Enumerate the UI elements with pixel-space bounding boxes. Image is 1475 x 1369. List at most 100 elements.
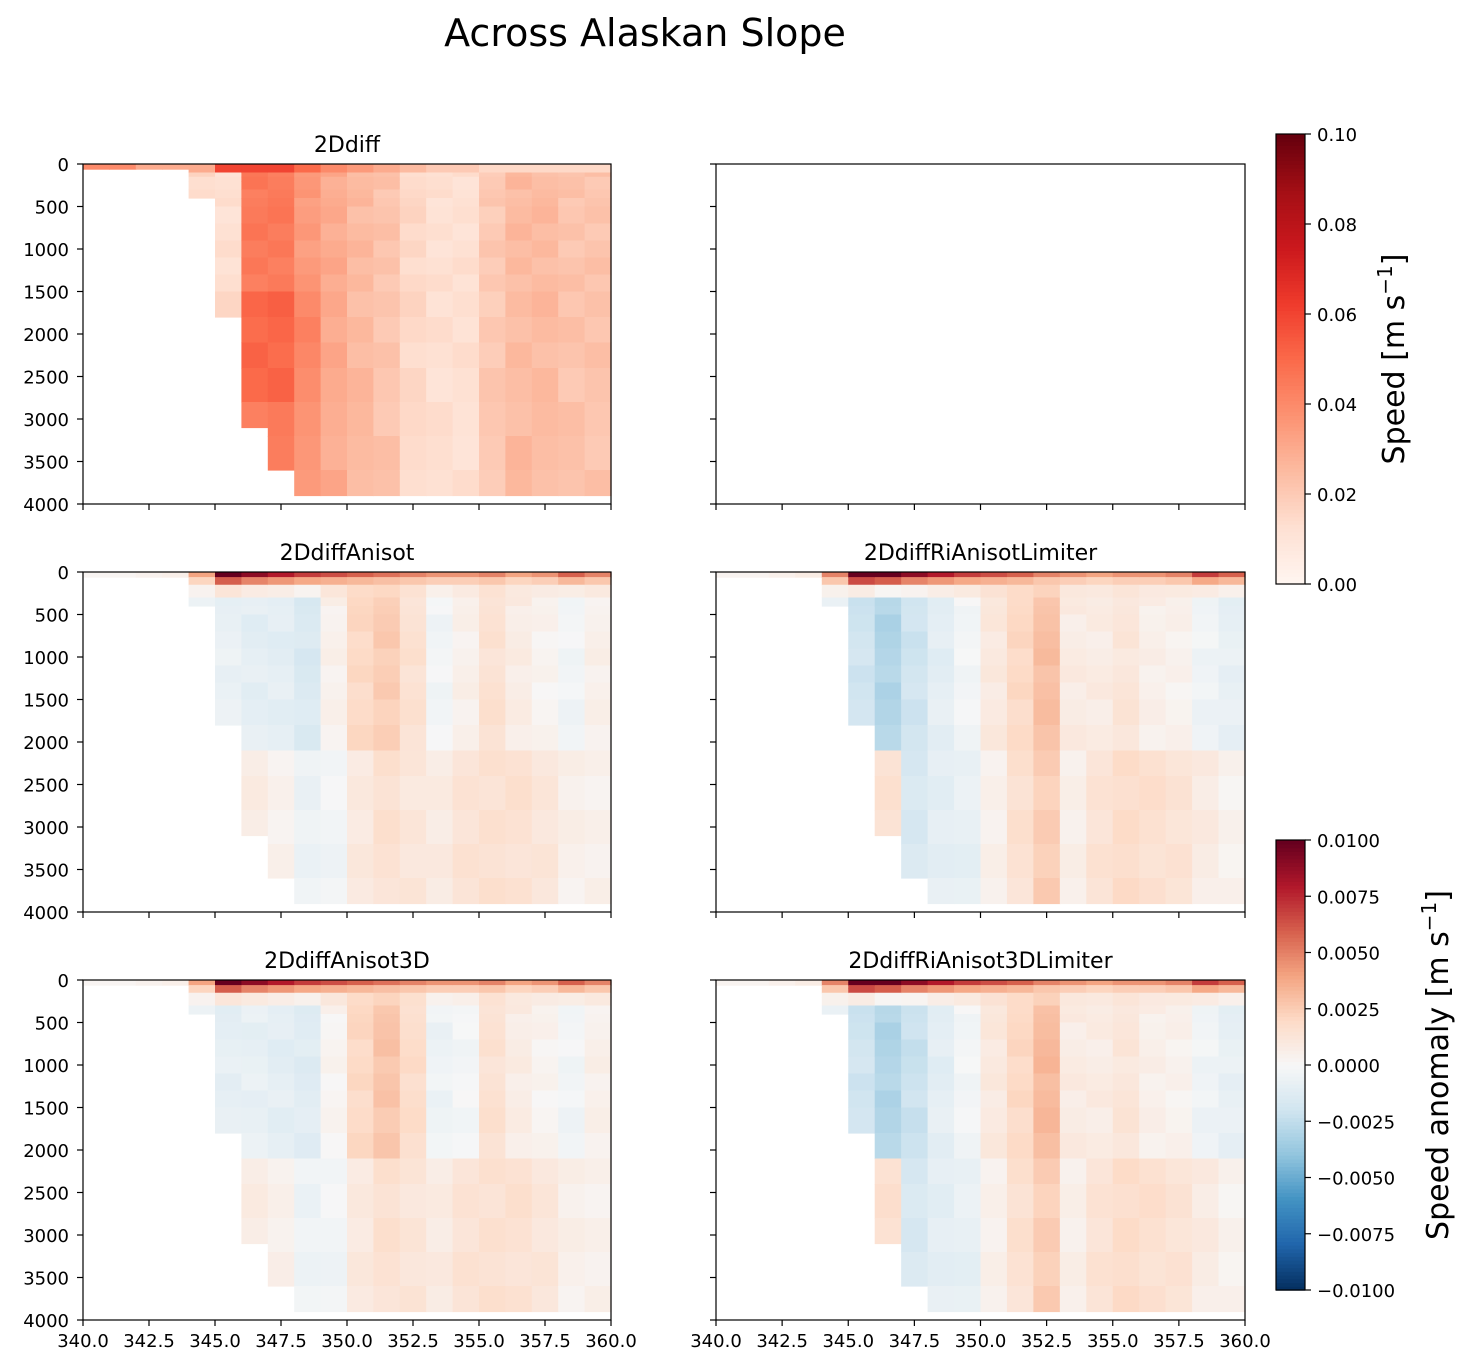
colorbar-swatch: [1276, 164, 1305, 169]
heatmap-cell: [901, 810, 929, 845]
colorbar-tick-label: 0.00: [1317, 575, 1357, 596]
heatmap-cell: [1139, 1005, 1167, 1015]
heatmap-cell: [848, 665, 876, 684]
heatmap-cell: [479, 725, 506, 752]
heatmap-cell: [505, 368, 533, 403]
heatmap-cell: [267, 291, 295, 318]
heatmap-cell: [558, 223, 586, 242]
heatmap-cell: [347, 1107, 374, 1134]
colorbar-swatch: [1276, 1158, 1305, 1164]
heatmap-cell: [531, 597, 559, 607]
heatmap-cell: [347, 699, 374, 726]
subplot-title: 2DdiffRiAnisot3DLimiter: [848, 949, 1113, 974]
heatmap-cell: [241, 648, 269, 667]
colorbar-swatch: [1276, 1027, 1305, 1032]
heatmap-cell: [426, 584, 454, 590]
heatmap-cell: [1218, 725, 1246, 752]
heatmap-cell: [1006, 810, 1034, 845]
y-tick-label: 1000: [23, 648, 69, 669]
heatmap-cell: [1192, 580, 1220, 586]
heatmap-cell: [294, 750, 322, 777]
heatmap-cell: [1139, 1286, 1167, 1313]
colorbar-swatch: [1276, 347, 1305, 353]
heatmap-cell: [426, 997, 454, 1007]
heatmap-cell: [531, 574, 559, 578]
heatmap-cell: [294, 342, 322, 369]
heatmap-cell: [980, 589, 1008, 599]
heatmap-cell: [426, 614, 454, 633]
colorbar-swatch: [1276, 885, 1305, 890]
colorbar-swatch: [1276, 851, 1305, 856]
heatmap-cell: [980, 1218, 1008, 1253]
heatmap-cell: [584, 614, 612, 633]
heatmap-cell: [1165, 648, 1193, 667]
heatmap-cell: [294, 291, 322, 318]
heatmap-cell: [426, 980, 454, 984]
heatmap-cell: [848, 1107, 876, 1134]
heatmap-cell: [1139, 580, 1167, 586]
heatmap-cell: [267, 172, 295, 178]
heatmap-cell: [1139, 1073, 1167, 1092]
heatmap-cell: [399, 1107, 427, 1134]
colorbar-swatch: [1276, 1110, 1305, 1115]
colorbar-swatch: [1276, 257, 1305, 263]
heatmap-cell: [399, 1218, 427, 1253]
heatmap-cell: [901, 1158, 929, 1185]
colorbar-swatch: [1276, 971, 1305, 976]
heatmap-cell: [452, 1252, 480, 1287]
colorbar-swatch: [1276, 1132, 1305, 1137]
heatmap-cell: [558, 470, 586, 497]
heatmap-cell: [479, 240, 506, 259]
heatmap-cell: [505, 597, 533, 607]
heatmap-cell: [1059, 1184, 1087, 1219]
heatmap-cell: [901, 606, 929, 616]
heatmap-cell: [1086, 725, 1114, 752]
heatmap-cell: [479, 606, 506, 616]
colorbar-swatch: [1276, 930, 1305, 935]
heatmap-cell: [1139, 597, 1167, 607]
heatmap-cell: [584, 682, 612, 701]
heatmap-cell: [426, 1158, 454, 1185]
heatmap-cell: [479, 1158, 506, 1185]
y-tick-label: 3500: [23, 1269, 69, 1290]
heatmap-cell: [267, 206, 295, 225]
x-tick-label: 345.0: [822, 1331, 874, 1352]
heatmap-cell: [505, 402, 533, 437]
heatmap-cell: [584, 1090, 612, 1109]
heatmap-cell: [1218, 985, 1246, 990]
heatmap-cell: [954, 1022, 982, 1041]
heatmap-cell: [373, 750, 401, 777]
heatmap-cell: [980, 1090, 1008, 1109]
heatmap-cell: [1086, 648, 1114, 667]
heatmap-cell: [294, 776, 322, 811]
heatmap-cell: [927, 1014, 955, 1024]
heatmap-cell: [1006, 648, 1034, 667]
heatmap-cell: [848, 988, 876, 994]
heatmap-cell: [1139, 725, 1167, 752]
heatmap-cell: [373, 584, 401, 590]
colorbar-swatch: [1276, 460, 1305, 465]
heatmap-cell: [531, 1218, 559, 1253]
heatmap-cell: [848, 985, 876, 990]
heatmap-cell: [558, 181, 586, 191]
heatmap-cell: [558, 176, 586, 182]
heatmap-cell: [373, 574, 401, 578]
heatmap-cell: [1006, 878, 1034, 905]
heatmap-cell: [1218, 1022, 1246, 1041]
heatmap-cell: [531, 317, 559, 344]
colorbar-swatch: [1276, 1091, 1305, 1096]
heatmap-cell: [531, 631, 559, 650]
heatmap-cell: [373, 172, 401, 178]
heatmap-cell: [426, 1107, 454, 1134]
heatmap-cell: [505, 1073, 533, 1092]
colorbar-swatch: [1276, 167, 1305, 173]
heatmap-cell: [901, 982, 929, 986]
heatmap-cell: [531, 169, 559, 174]
heatmap-cell: [426, 589, 454, 599]
heatmap-cell: [241, 750, 269, 777]
heatmap-cell: [584, 699, 612, 726]
heatmap-cell: [241, 992, 269, 998]
heatmap-cell: [241, 577, 269, 582]
heatmap-cell: [399, 1056, 427, 1075]
colorbar-swatch: [1276, 907, 1305, 912]
